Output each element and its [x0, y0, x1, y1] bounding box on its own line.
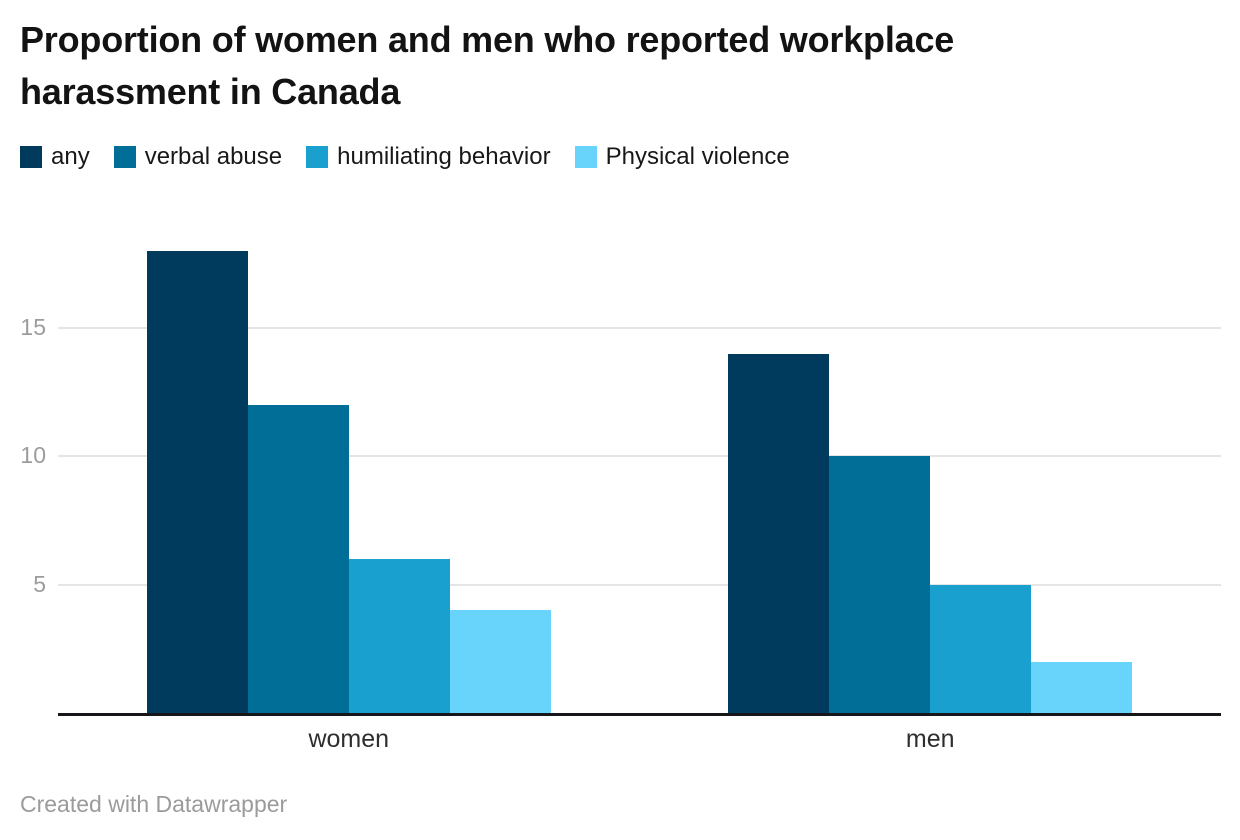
- category-label-women: women: [308, 725, 390, 753]
- bar-women-any: [146, 251, 248, 713]
- x-axis-labels: women men: [58, 724, 1221, 754]
- gridline: [58, 584, 1221, 586]
- bar-men-verbal-abuse: [829, 456, 931, 713]
- bar-group-women: [58, 220, 640, 713]
- legend-item: verbal abuse: [113, 143, 283, 171]
- legend-label: humiliating behavior: [337, 143, 551, 170]
- y-tick-label: 15: [20, 314, 46, 340]
- bar-women-physical-violence: [449, 610, 551, 713]
- plot-area: 5 10 15: [20, 220, 1221, 716]
- legend-label: Physical violence: [605, 143, 790, 170]
- bar-men-any: [728, 354, 830, 713]
- legend-label: verbal abuse: [144, 143, 283, 170]
- legend-swatch-icon: [574, 146, 597, 168]
- bar-groups: [58, 220, 1221, 713]
- legend-swatch-icon: [113, 146, 136, 168]
- legend-item: Physical violence: [574, 143, 790, 171]
- chart-title: Proportion of women and men who reported…: [20, 19, 955, 112]
- legend: any verbal abuse humiliating behavior Physi…: [20, 143, 790, 171]
- gridline: [58, 455, 1221, 457]
- legend-item: any: [20, 143, 90, 171]
- legend-item: humiliating behavior: [306, 143, 551, 171]
- y-tick-label: 5: [33, 571, 46, 597]
- bar-group-men: [640, 220, 1222, 713]
- bar-women-humiliating-behavior: [348, 559, 450, 713]
- bar-women-verbal-abuse: [247, 405, 349, 713]
- legend-swatch-icon: [306, 146, 329, 168]
- legend-label: any: [51, 143, 90, 170]
- legend-swatch-icon: [20, 146, 42, 168]
- bar-men-physical-violence: [1031, 662, 1133, 713]
- category-label-men: men: [905, 725, 955, 753]
- gridline: [58, 327, 1221, 329]
- attribution-text: Created with Datawrapper: [20, 791, 288, 817]
- y-tick-label: 10: [20, 442, 46, 468]
- bar-men-humiliating-behavior: [930, 585, 1032, 713]
